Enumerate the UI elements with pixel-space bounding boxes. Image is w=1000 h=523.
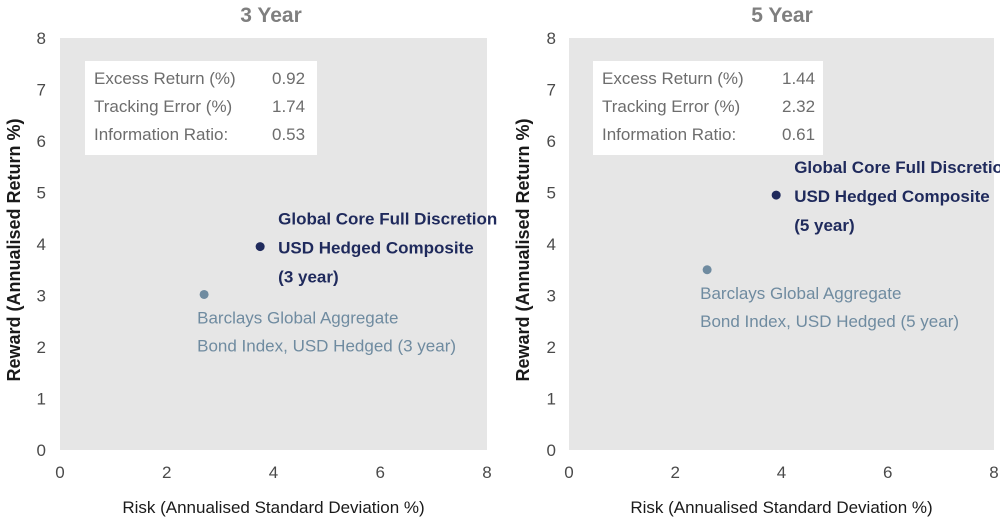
y-tick-label: 6 xyxy=(547,132,556,151)
panel-3-year: 3 Year 0 1 2 3 4 5 6 7 8 0 2 4 6 8 Risk (Annualised Sta… xyxy=(4,4,497,517)
x-tick-label: 4 xyxy=(269,463,278,482)
x-tick-label: 4 xyxy=(777,463,786,482)
stat-value: 1.74 xyxy=(272,97,305,116)
stat-label: Excess Return (%) xyxy=(602,69,744,88)
stat-label: Tracking Error (%) xyxy=(94,97,232,116)
composite-point xyxy=(255,242,265,252)
stat-label: Tracking Error (%) xyxy=(602,97,740,116)
x-tick-label: 2 xyxy=(162,463,171,482)
x-axis-label: Risk (Annualised Standard Deviation %) xyxy=(122,498,424,517)
benchmark-point xyxy=(199,289,209,299)
stat-value: 0.53 xyxy=(272,125,305,144)
y-tick-label: 2 xyxy=(37,338,46,357)
y-tick-label: 7 xyxy=(37,81,46,100)
y-tick-label: 3 xyxy=(547,287,556,306)
x-axis-label: Risk (Annualised Standard Deviation %) xyxy=(630,498,932,517)
stat-label: Excess Return (%) xyxy=(94,69,236,88)
y-tick-label: 7 xyxy=(547,81,556,100)
y-tick-label: 2 xyxy=(547,338,556,357)
composite-label-line: USD Hedged Composite xyxy=(794,187,990,206)
x-tick-label: 0 xyxy=(55,463,64,482)
x-tick-label: 6 xyxy=(376,463,385,482)
y-tick-label: 1 xyxy=(547,390,556,409)
y-tick-label: 4 xyxy=(547,235,556,254)
y-tick-label: 4 xyxy=(37,235,46,254)
composite-label-line: Global Core Full Discretion xyxy=(794,158,1000,177)
benchmark-label-line: Barclays Global Aggregate xyxy=(197,308,398,327)
y-axis-label: Reward (Annualised Return %) xyxy=(513,118,533,381)
stat-value: 0.92 xyxy=(272,69,305,88)
y-tick-label: 1 xyxy=(37,390,46,409)
x-tick-label: 0 xyxy=(564,463,573,482)
panel-5-year: 5 Year 0 1 2 3 4 5 6 7 8 0 2 4 6 8 Risk (Annualised Sta… xyxy=(513,4,1000,517)
y-tick-label: 0 xyxy=(547,441,556,460)
y-tick-label: 5 xyxy=(547,184,556,203)
chart-title: 3 Year xyxy=(240,4,302,27)
y-tick-label: 3 xyxy=(37,287,46,306)
y-tick-label: 8 xyxy=(547,29,556,48)
stat-label: Information Ratio: xyxy=(602,125,736,144)
y-tick-label: 5 xyxy=(37,184,46,203)
benchmark-label-line: Barclays Global Aggregate xyxy=(700,284,901,303)
benchmark-label-line: Bond Index, USD Hedged (3 year) xyxy=(197,336,456,355)
x-tick-label: 6 xyxy=(883,463,892,482)
stats-box-background xyxy=(85,61,317,155)
stat-value: 0.61 xyxy=(782,125,815,144)
chart-title: 5 Year xyxy=(751,4,813,27)
composite-point xyxy=(771,190,781,200)
y-tick-label: 6 xyxy=(37,132,46,151)
x-tick-label: 2 xyxy=(671,463,680,482)
stat-value: 1.44 xyxy=(782,69,815,88)
y-tick-label: 8 xyxy=(37,29,46,48)
benchmark-label-line: Bond Index, USD Hedged (5 year) xyxy=(700,312,959,331)
x-tick-label: 8 xyxy=(989,463,998,482)
composite-label-line: (5 year) xyxy=(794,216,854,235)
benchmark-point xyxy=(702,265,712,275)
composite-label-line: Global Core Full Discretion xyxy=(278,210,497,229)
composite-label-line: (3 year) xyxy=(278,268,338,287)
stats-box-background xyxy=(593,61,823,155)
stat-label: Information Ratio: xyxy=(94,125,228,144)
x-tick-label: 8 xyxy=(482,463,491,482)
composite-label-line: USD Hedged Composite xyxy=(278,239,474,258)
y-axis-label: Reward (Annualised Return %) xyxy=(4,118,24,381)
stats-box: Excess Return (%) 1.44 Tracking Error (%) 2… xyxy=(593,61,823,155)
stats-box: Excess Return (%) 0.92 Tracking Error (%) 1… xyxy=(85,61,317,155)
y-tick-label: 0 xyxy=(37,441,46,460)
stat-value: 2.32 xyxy=(782,97,815,116)
